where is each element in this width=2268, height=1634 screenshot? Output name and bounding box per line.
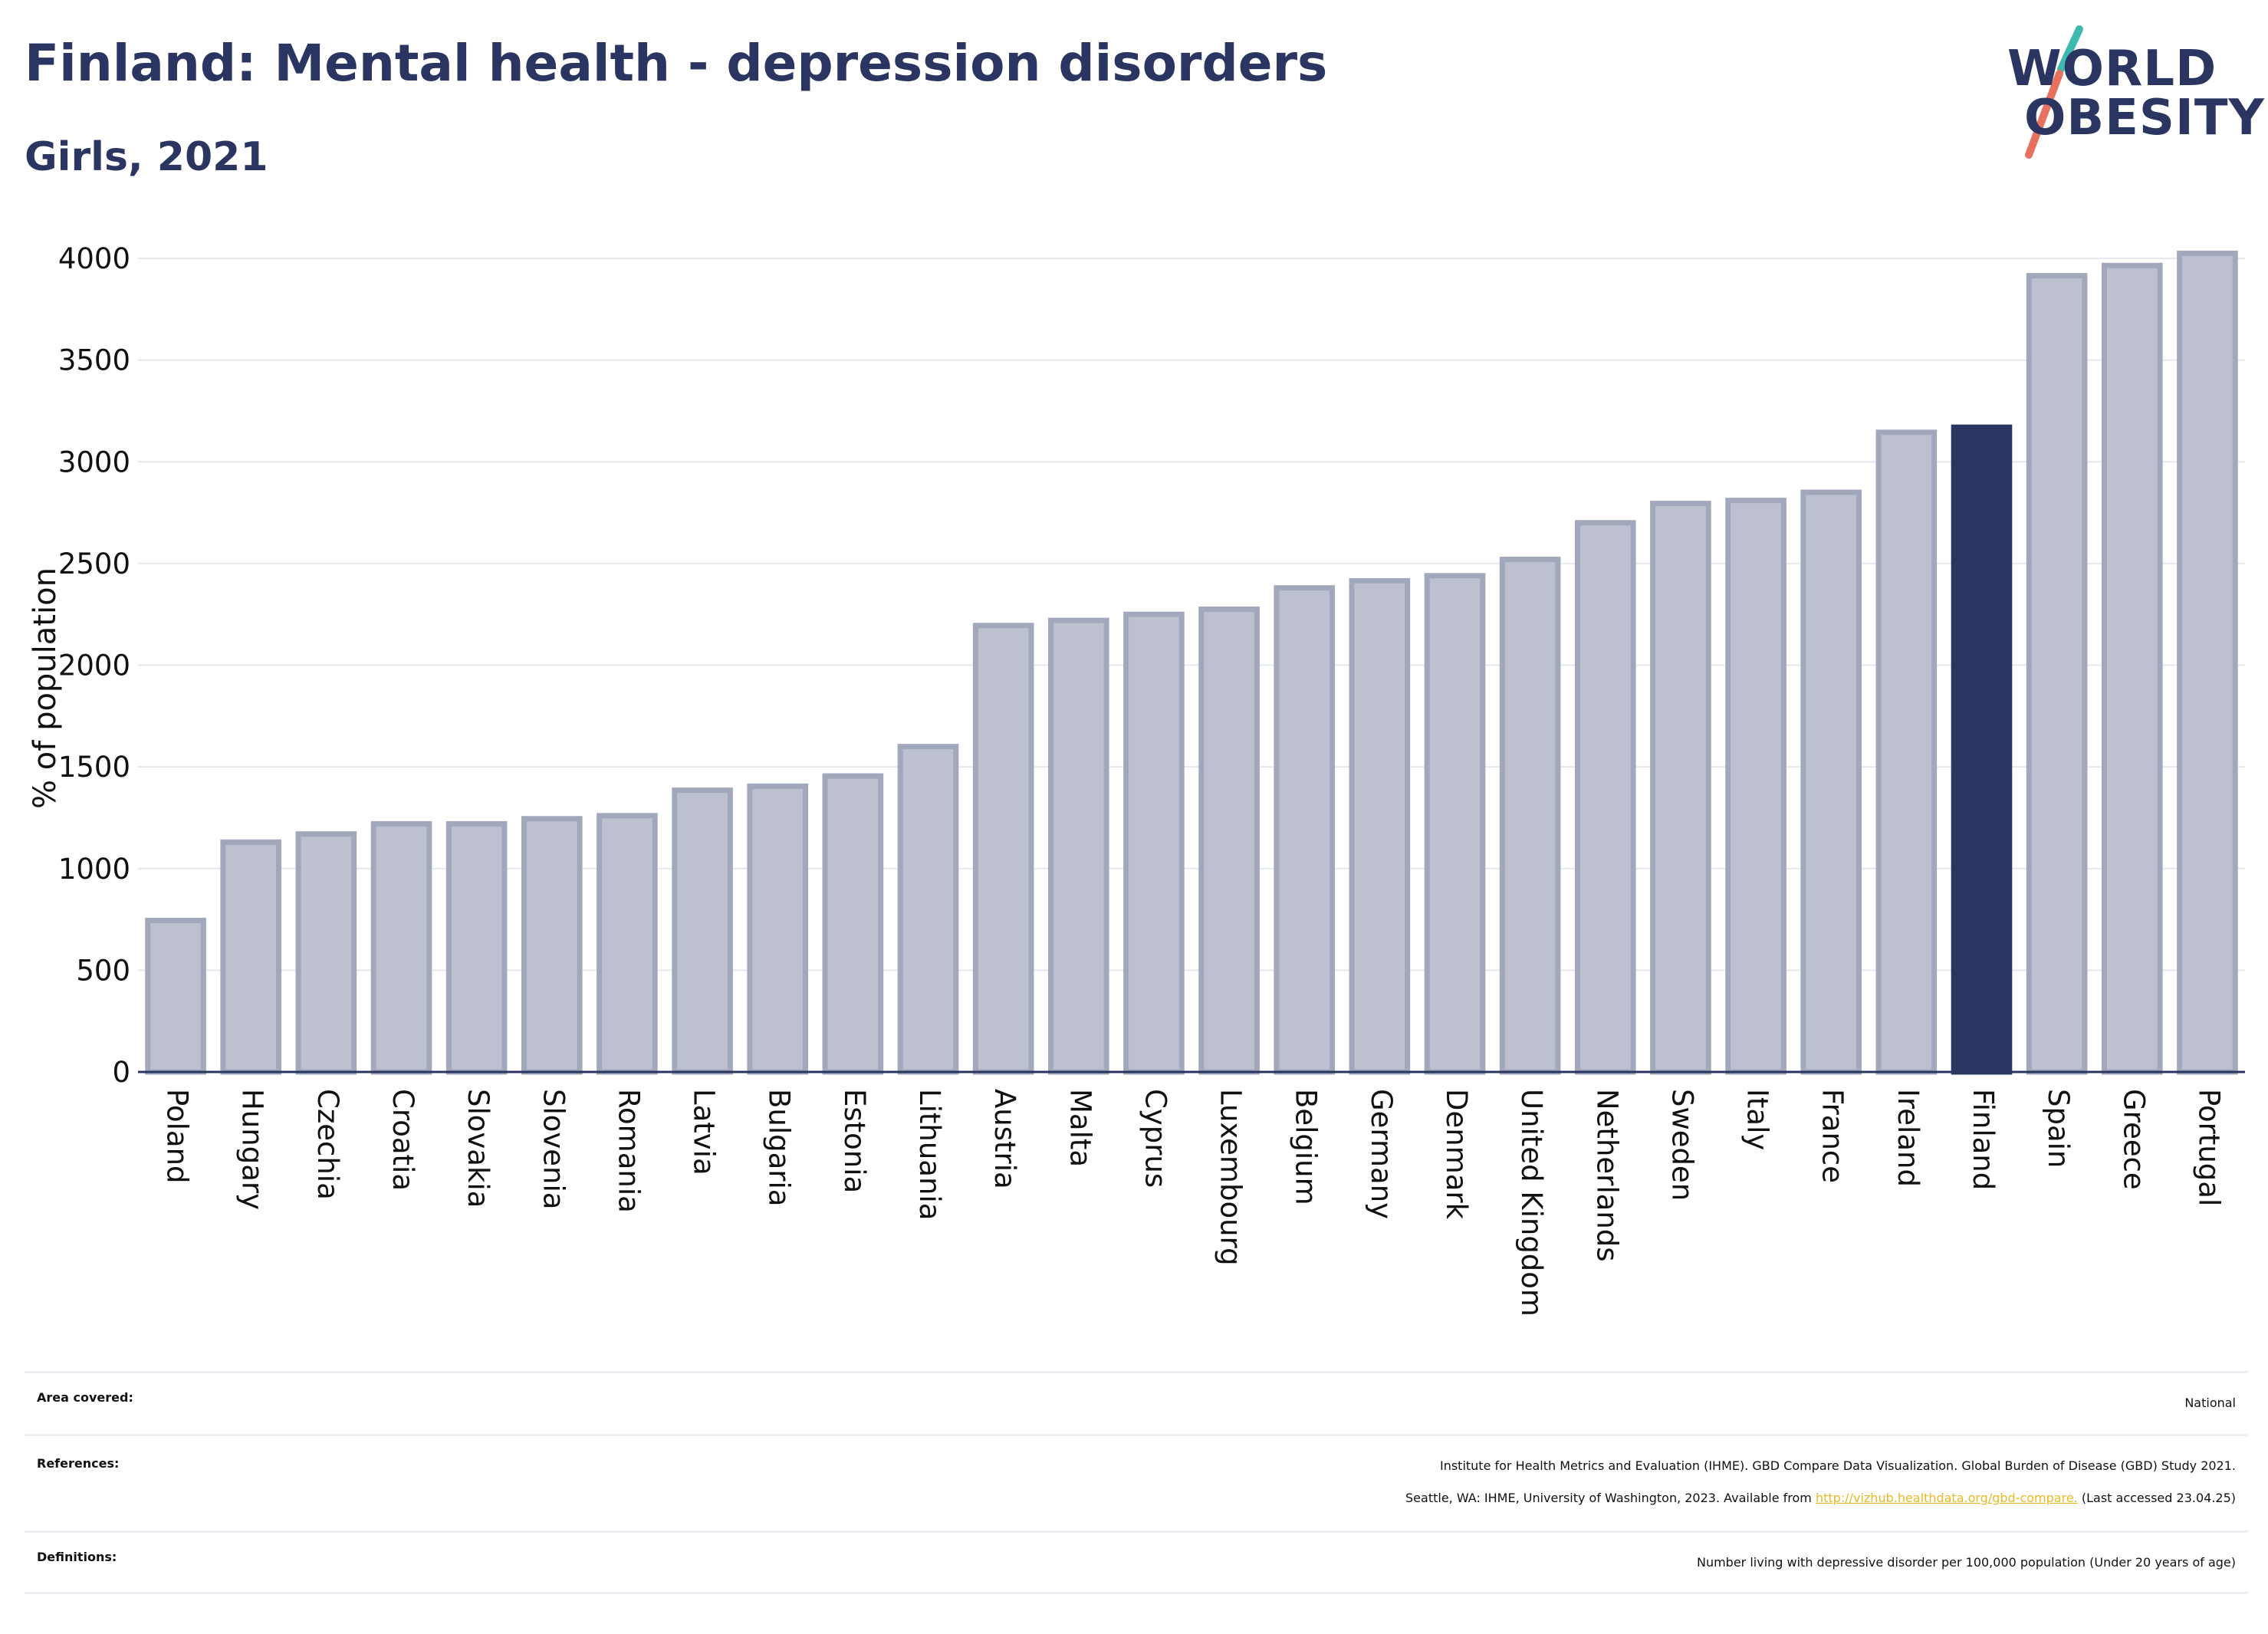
definitions-label: Definitions: [37,1550,117,1564]
x-axis-ticks: Poland Hungary Czechia Croatia Slovakia Slove… [161,1089,2226,1317]
bar-austria [972,623,1034,1075]
references-value: Institute for Health Metrics and Evaluat… [1405,1450,2236,1514]
bar-france [1800,489,1862,1075]
x-tick-label: Italy [1741,1089,1774,1150]
bar-united-kingdom [1499,557,1561,1075]
references-link[interactable]: http://vizhub.healthdata.org/gbd-compare… [1815,1491,2078,1505]
x-tick-label: Finland [1967,1089,2000,1190]
bar-croatia [370,820,432,1075]
bar-netherlands [1574,520,1636,1075]
references-line2-post: (Last accessed 23.04.25) [2077,1491,2236,1505]
bar-portugal [2177,250,2238,1075]
x-tick-label: Slovakia [462,1089,495,1208]
y-tick-label: 0 [112,1056,130,1089]
bar-greece [2101,262,2163,1075]
x-tick-label: United Kingdom [1515,1089,1548,1317]
bar-poland [145,917,206,1075]
references-label: References: [37,1456,120,1471]
x-tick-label: Portugal [2192,1089,2225,1206]
bar-germany [1349,577,1411,1075]
bar-estonia [822,773,884,1075]
x-tick-label: Denmark [1440,1089,1473,1220]
world-obesity-logo: WORLD OBESITY [1994,23,2264,161]
x-tick-label: Bulgaria [763,1089,796,1206]
bar-bulgaria [747,783,809,1075]
y-tick-label: 1000 [58,853,130,886]
bar-lithuania [897,744,959,1075]
y-tick-label: 1500 [58,751,130,784]
bar-cyprus [1123,611,1185,1075]
page-subtitle: Girls, 2021 [25,134,268,180]
x-tick-label: Spain [2042,1089,2075,1168]
logo-text-world: WORLD [2007,41,2217,97]
x-tick-label: Poland [161,1089,194,1184]
y-tick-label: 3000 [58,445,130,478]
x-tick-label: Slovenia [537,1089,570,1209]
x-tick-label: Lithuania [913,1089,946,1220]
info-table-bottom-border [25,1592,2248,1594]
x-tick-label: Croatia [386,1089,419,1191]
bar-romania [597,813,658,1075]
logo-text-obesity: OBESITY [2024,90,2265,146]
y-tick-label: 3500 [58,344,130,377]
info-row-references: References: Institute for Health Metrics… [25,1434,2248,1533]
x-tick-label: Malta [1063,1089,1096,1167]
area-covered-label: Area covered: [37,1390,133,1405]
y-tick-label: 500 [76,954,130,987]
bar-latvia [672,787,733,1075]
y-axis-ticks: 0 500 1000 1500 2000 2500 3000 3500 4000 [58,242,130,1089]
x-tick-label: Estonia [838,1089,871,1193]
y-tick-label: 2500 [58,547,130,580]
bar-chart: 0 500 1000 1500 2000 2500 3000 3500 4000 Poland H… [28,242,2245,1317]
y-tick-label: 2000 [58,649,130,682]
bar-malta [1047,617,1109,1075]
references-line2-pre: Seattle, WA: IHME, University of Washing… [1405,1491,1816,1505]
x-tick-label: Romania [612,1089,645,1213]
x-tick-label: Austria [988,1089,1021,1189]
y-tick-label: 4000 [58,242,130,275]
logo-slash-icon [2025,25,2083,159]
x-tick-label: Cyprus [1139,1089,1172,1188]
x-tick-label: Ireland [1892,1089,1925,1187]
bar-belgium [1274,585,1336,1075]
references-line1: Institute for Health Metrics and Evaluat… [1439,1458,2236,1473]
area-covered-value: National [2184,1396,2236,1410]
bar-ireland [1875,429,1938,1075]
info-row-definitions: Definitions: Number living with depressi… [25,1530,2248,1594]
bar-slovenia [521,816,583,1075]
x-tick-label: Czechia [311,1089,344,1200]
bar-slovakia [445,820,508,1075]
x-tick-label: France [1816,1089,1849,1183]
x-tick-label: Greece [2117,1089,2150,1190]
bar-hungary [220,839,282,1075]
bar-spain [2026,273,2088,1075]
chart-bars [145,250,2238,1075]
definitions-value: Number living with depressive disorder p… [1696,1555,2236,1570]
y-axis-label: % of population [28,567,63,809]
info-row-area: Area covered: National [25,1371,2248,1436]
x-tick-label: Sweden [1665,1089,1698,1201]
bar-denmark [1424,573,1486,1075]
bar-finland [1951,424,2013,1075]
x-tick-label: Luxembourg [1215,1089,1247,1266]
x-tick-label: Latvia [688,1089,721,1175]
bar-czechia [295,831,357,1075]
x-tick-label: Hungary [236,1089,269,1210]
page-title: Finland: Mental health - depression diso… [25,34,1328,93]
bar-italy [1725,498,1786,1075]
bar-sweden [1650,501,1711,1075]
bar-luxembourg [1198,607,1260,1075]
x-tick-label: Germany [1365,1089,1398,1219]
x-tick-label: Netherlands [1590,1089,1623,1262]
x-tick-label: Belgium [1290,1089,1323,1205]
references-line2: Seattle, WA: IHME, University of Washing… [1405,1482,2236,1514]
